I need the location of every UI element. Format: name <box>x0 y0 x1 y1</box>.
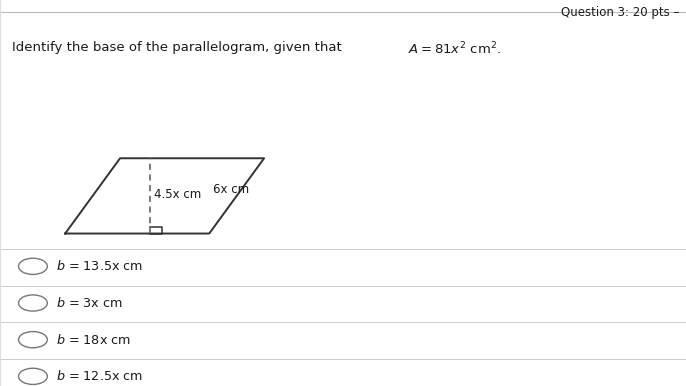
Text: 6x cm: 6x cm <box>213 183 249 196</box>
Text: 4.5x cm: 4.5x cm <box>154 188 201 201</box>
Text: Question 3: 20 pts –: Question 3: 20 pts – <box>560 6 679 19</box>
Text: $A = 81x^2$ cm$^2$.: $A = 81x^2$ cm$^2$. <box>408 41 501 57</box>
Text: $b$ = 13.5x cm: $b$ = 13.5x cm <box>56 259 143 273</box>
Text: $b$ = 3x cm: $b$ = 3x cm <box>56 296 123 310</box>
Text: $b$ = 12.5x cm: $b$ = 12.5x cm <box>56 369 143 383</box>
Text: Identify the base of the parallelogram, given that: Identify the base of the parallelogram, … <box>12 41 346 54</box>
Text: $b$ = 18x cm: $b$ = 18x cm <box>56 333 131 347</box>
